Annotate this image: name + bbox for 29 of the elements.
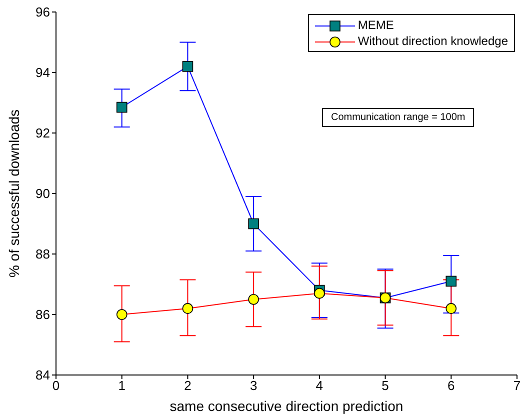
y-tick-label: 86 (36, 307, 50, 322)
point (116, 309, 128, 320)
x-tick-label: 7 (513, 378, 521, 394)
point (314, 288, 325, 299)
y-tick-label: 90 (36, 186, 50, 202)
point (182, 303, 194, 314)
y-tick-label: 92 (36, 126, 50, 141)
x-axis-title: same consecutive direction prediction (170, 398, 404, 414)
x-tick-label: 5 (382, 378, 389, 394)
point (116, 102, 128, 113)
y-tick-label: 84 (36, 368, 50, 383)
x-tick-label: 6 (448, 378, 455, 394)
point (248, 218, 259, 230)
y-tick-label: 88 (36, 246, 50, 262)
x-tick-label: 0 (52, 378, 60, 394)
annotation: Communication range = 100m (322, 108, 474, 127)
legend-label: Without direction knowledge (358, 34, 508, 48)
legend-label: MEME (358, 18, 394, 32)
x-tick-label: 3 (250, 378, 258, 394)
y-axis-title: % of successful downloads (6, 109, 22, 278)
point (446, 303, 457, 314)
x-tick-label: 1 (118, 378, 126, 394)
y-tick-label: 94 (36, 65, 50, 80)
y-tick-label: 96 (36, 4, 50, 20)
point (182, 61, 194, 72)
point (446, 276, 457, 287)
x-tick-label: 2 (184, 378, 192, 394)
x-tick-label: 4 (316, 378, 324, 394)
point (248, 294, 259, 305)
